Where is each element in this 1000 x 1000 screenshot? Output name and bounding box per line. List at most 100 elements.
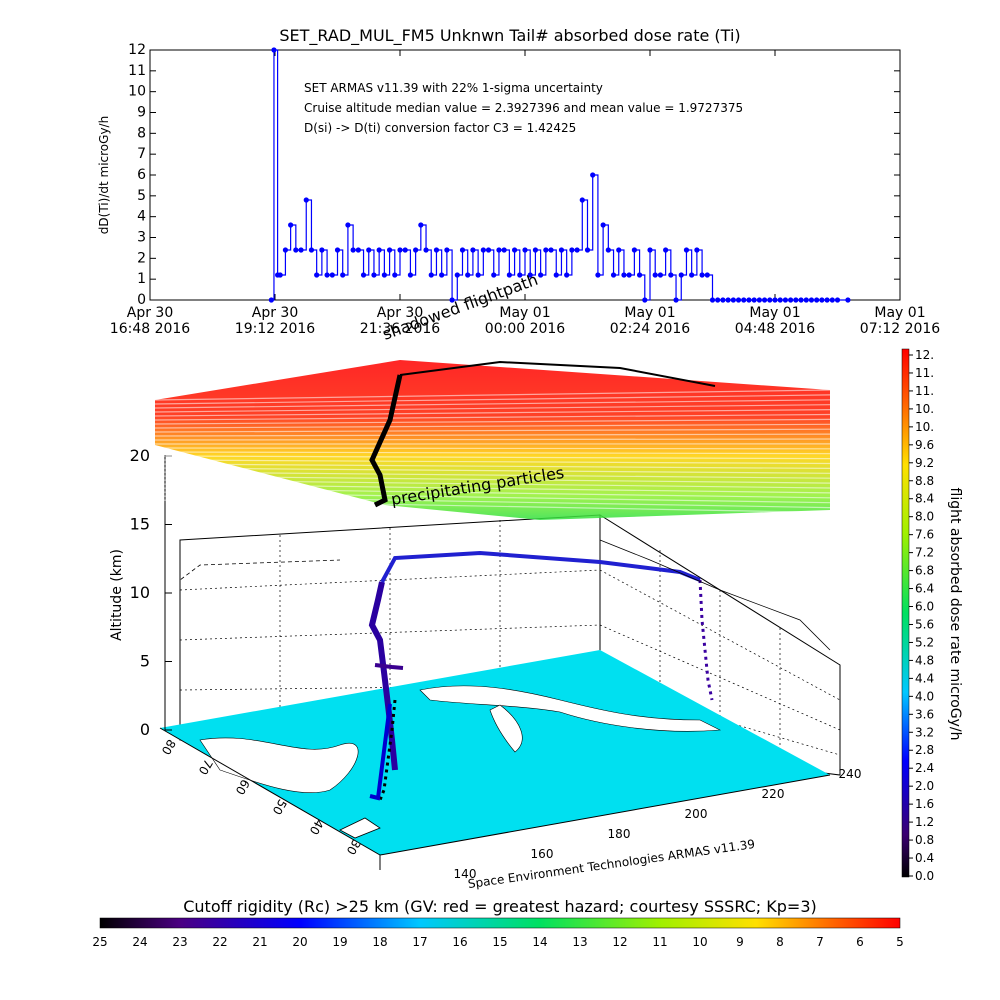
x-tick-label-time: 07:12 2016: [860, 321, 941, 337]
series-point: [574, 247, 580, 253]
colorbar-right-tick-label: 0.0: [915, 869, 934, 883]
series-point: [350, 247, 356, 253]
series-point: [413, 247, 419, 253]
x-tick-label-date: May 01: [874, 305, 925, 321]
colorbar-right-tick-label: 6.4: [915, 582, 934, 596]
colorbar-bottom-tick-label: 9: [736, 935, 744, 949]
plane-stripe: [154, 389, 831, 401]
series-line: [271, 49, 848, 301]
plane-stripe: [154, 479, 831, 489]
series-point: [376, 247, 382, 253]
colorbar-bottom-tick-label: 20: [292, 935, 307, 949]
plane-stripe: [154, 447, 831, 450]
colorbar-right-tick-label: 7.6: [915, 528, 934, 542]
plane-stripe: [154, 438, 831, 441]
colorbar-bottom-tick-label: 23: [172, 935, 187, 949]
series-point: [501, 247, 507, 253]
lon-tick-label: 140: [454, 867, 477, 881]
y-tick-label: 11: [128, 63, 146, 79]
series-point: [782, 297, 789, 303]
plane-stripe: [154, 404, 831, 413]
series-point: [418, 222, 424, 228]
series-point: [819, 297, 825, 303]
series-point: [564, 272, 570, 278]
series-point: [590, 172, 596, 178]
series-point: [668, 272, 674, 278]
series-point: [465, 272, 471, 278]
series-point: [538, 272, 544, 278]
y-tick-label: 12: [128, 42, 146, 58]
plane-stripe: [154, 475, 831, 484]
colorbar-right-tick-label: 7.2: [915, 546, 934, 560]
lat-tick-label: 50: [270, 797, 290, 817]
colorbar-bottom-tick-label: 19: [332, 935, 347, 949]
series-point: [340, 272, 346, 278]
series-point: [600, 222, 606, 228]
series-point: [689, 272, 695, 278]
series-point: [678, 272, 684, 278]
series-point: [725, 297, 731, 303]
flight-shadow-right: [599, 539, 831, 651]
series-point: [282, 247, 289, 253]
colorbar-right-tick-label: 8.0: [915, 510, 934, 524]
series-point: [824, 297, 830, 303]
x-tick-label-time: 16:48 2016: [110, 321, 191, 337]
series-point: [730, 297, 736, 303]
plane-stripe: [154, 413, 831, 421]
series-point: [402, 247, 408, 253]
colorbar-right-tick-label: 2.4: [915, 761, 934, 775]
colorbar-bottom-tick-label: 8: [776, 935, 784, 949]
z-tick-label: 5: [140, 652, 150, 671]
series-point: [626, 272, 632, 278]
series-point: [459, 247, 466, 253]
series-point: [793, 297, 799, 303]
colorbar-right-tick-label: 1.2: [915, 815, 934, 829]
series-point: [454, 272, 460, 278]
plane-stripe: [154, 399, 831, 409]
plane-stripe: [154, 499, 831, 514]
colorbar-right-tick-label: 2.0: [915, 779, 934, 793]
series-point: [355, 247, 361, 253]
colorbar-bottom-ticks: 25 24 23 22 21 20 19 18 17 16 15 14 13 12 11 10 9 8 7 6 5: [92, 935, 903, 949]
series-point: [756, 297, 762, 303]
colorbar-bottom-tick-label: 12: [612, 935, 627, 949]
series-point: [798, 297, 804, 303]
series-point: [647, 247, 653, 253]
series-point: [428, 272, 434, 278]
series-point: [303, 197, 309, 203]
y-tick-label: 10: [128, 84, 146, 100]
series-point: [605, 247, 611, 253]
flight-on-plane-cruise: [399, 360, 716, 387]
y-tick-label: 8: [137, 125, 146, 141]
colorbar-right-tick-label: 9.2: [915, 456, 934, 470]
land-marker: [339, 817, 381, 839]
series-point: [579, 197, 585, 203]
colorbar-bottom-gradient: [99, 917, 901, 929]
colorbar-right-tick-label: 1.6: [915, 797, 934, 811]
series-point: [543, 247, 549, 253]
colorbar-right-tick-label: 6.8: [915, 564, 934, 578]
series-point: [652, 272, 658, 278]
series-point: [470, 247, 476, 253]
series-point: [319, 247, 325, 253]
series-point: [392, 272, 398, 278]
series-point: [746, 297, 752, 303]
series-point: [381, 272, 387, 278]
colorbar-right-tick-label: 4.8: [915, 653, 934, 667]
plane-stripe: [154, 463, 831, 469]
series-point: [433, 247, 440, 253]
annotation-uncertainty: SET ARMAS v11.39 with 22% 1-sigma uncert…: [304, 81, 603, 95]
z-tick-label: 20: [130, 446, 150, 465]
x-tick-label-time: 21:36 2016: [360, 321, 441, 337]
lat-tick-label: 80: [159, 737, 179, 757]
colorbar-right: 12. 11. 11. 10. 10. 9.6 9.2 8.8 8.4 8.0 7.6 7.2 6.8 6…: [901, 348, 963, 883]
plane-stripe: [154, 428, 831, 433]
colorbar-right-label: flight absorbed dose rate microGy/h: [947, 488, 963, 741]
colorbar-right-tick-label: 5.6: [915, 617, 934, 631]
lat-tick-label: 30: [344, 837, 364, 857]
colorbar-bottom: Cutoff rigidity (Rc) >25 km (GV: red = g…: [92, 897, 903, 949]
x-tick-label-time: 00:00 2016: [485, 321, 566, 337]
colorbar-right-tick-label: 4.0: [915, 689, 934, 703]
plane-stripe: [154, 491, 831, 504]
